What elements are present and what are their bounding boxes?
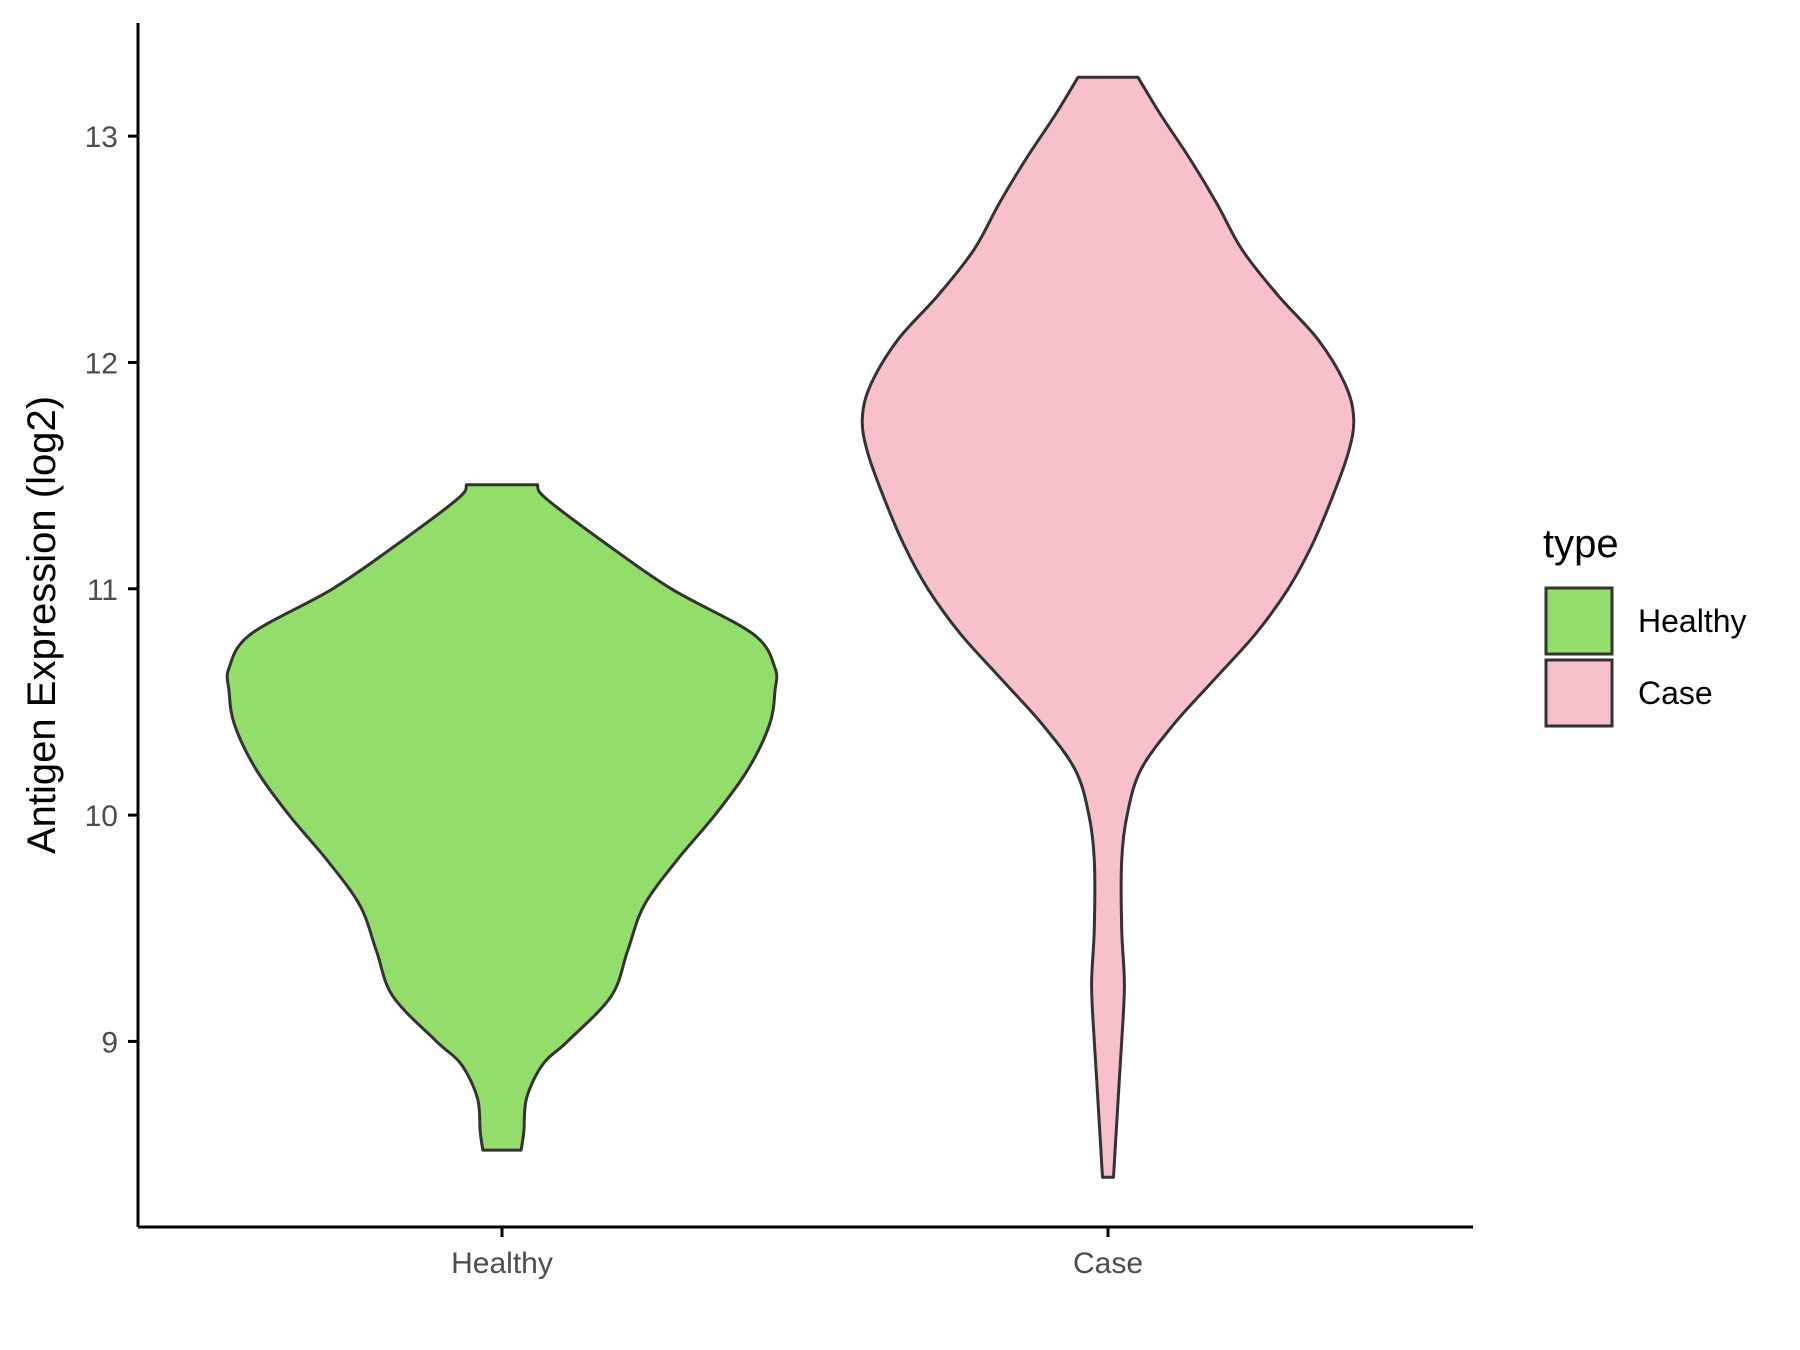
legend-label-healthy: Healthy <box>1638 603 1747 639</box>
y-tick-label: 11 <box>87 574 118 607</box>
x-tick-label-case: Case <box>1073 1247 1143 1280</box>
legend: Healthy Case <box>1544 586 1747 728</box>
y-axis-title: Antigen Expression (log2) <box>20 396 64 854</box>
legend-key-healthy <box>1544 586 1614 656</box>
y-axis-ticks: 9 10 11 12 13 <box>85 121 138 1059</box>
x-axis-ticks: Healthy Case <box>451 1227 1143 1280</box>
x-tick-label-healthy: Healthy <box>451 1247 553 1280</box>
y-tick-label: 12 <box>85 347 118 380</box>
y-tick-label: 10 <box>85 800 118 833</box>
y-tick-label: 9 <box>101 1026 118 1059</box>
legend-title: type <box>1543 522 1619 566</box>
legend-key-case <box>1544 658 1614 728</box>
violin-case <box>860 75 1356 1179</box>
y-tick-label: 13 <box>85 121 118 154</box>
violin-healthy <box>225 483 779 1152</box>
violin-layer <box>225 75 1356 1179</box>
legend-label-case: Case <box>1638 675 1713 711</box>
